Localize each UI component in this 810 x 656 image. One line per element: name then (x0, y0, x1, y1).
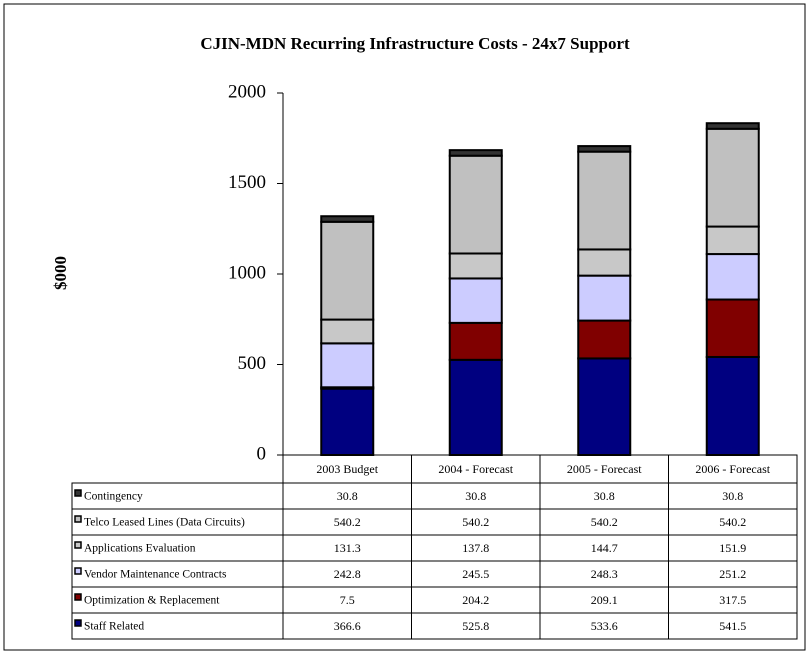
bar-segment (320, 342, 375, 389)
bar-segment (320, 387, 375, 456)
x-tick-label: 2004 - Forecast (438, 462, 513, 476)
table-value: 251.2 (719, 567, 746, 581)
y-axis-label: $000 (51, 256, 70, 290)
table-value: 131.3 (334, 541, 361, 555)
bar-segment (577, 145, 632, 153)
table-value: 30.8 (337, 489, 358, 503)
bar-segment (705, 298, 760, 358)
table-value: 317.5 (719, 593, 746, 607)
table-value: 540.2 (591, 515, 618, 529)
x-tick-label: 2003 Budget (316, 462, 378, 476)
bar-segment (705, 122, 760, 130)
y-tick-label: 500 (238, 353, 267, 374)
legend-swatch (74, 619, 82, 627)
x-tick-label: 2006 - Forecast (695, 462, 770, 476)
y-tick-label: 1000 (228, 262, 266, 283)
table-value: 7.5 (340, 593, 355, 607)
table-value: 525.8 (462, 619, 489, 633)
bar-segment (448, 321, 503, 361)
table-row-border (71, 612, 798, 640)
table-value: 540.2 (719, 515, 746, 529)
bar-segment (577, 150, 632, 251)
table-value: 242.8 (334, 567, 361, 581)
bar-segment (448, 149, 503, 157)
bar-segment (320, 318, 375, 345)
bar-segment (320, 220, 375, 321)
table-value: 541.5 (719, 619, 746, 633)
table-value: 533.6 (591, 619, 618, 633)
table-value: 245.5 (462, 567, 489, 581)
legend-label: Staff Related (84, 621, 144, 633)
bar-segment (577, 274, 632, 322)
legend-label: Optimization & Replacement (84, 595, 220, 607)
table-value: 30.8 (465, 489, 486, 503)
x-tick-label: 2005 - Forecast (567, 462, 642, 476)
y-tick-label: 0 (257, 443, 267, 464)
legend-swatch (74, 515, 82, 523)
y-tick-label: 1500 (228, 172, 266, 193)
table-value: 366.6 (334, 619, 361, 633)
bar-segment (705, 225, 760, 256)
table-value: 30.8 (722, 489, 743, 503)
table-value: 540.2 (334, 515, 361, 529)
table-value: 209.1 (591, 593, 618, 607)
table-value: 137.8 (462, 541, 489, 555)
bar-segment (577, 248, 632, 277)
bar-segment (448, 252, 503, 280)
bar-segment (577, 357, 632, 456)
legend-label: Applications Evaluation (84, 543, 196, 555)
legend-label: Telco Leased Lines (Data Circuits) (84, 517, 245, 529)
legend-swatch (74, 541, 82, 549)
bar-segment (448, 358, 503, 456)
chart-title: CJIN-MDN Recurring Infrastructure Costs … (200, 34, 630, 53)
table-value: 540.2 (462, 515, 489, 529)
bar-segment (448, 277, 503, 324)
bar-segment (705, 253, 760, 301)
table-value: 204.2 (462, 593, 489, 607)
chart-border (3, 3, 806, 651)
bar-segment (705, 355, 760, 456)
table-value: 151.9 (719, 541, 746, 555)
table-value: 30.8 (594, 489, 615, 503)
legend-swatch (74, 567, 82, 575)
table-value: 248.3 (591, 567, 618, 581)
bar-segment (705, 127, 760, 228)
legend-swatch (74, 593, 82, 601)
bar-segment (320, 215, 375, 223)
bar-segment (577, 319, 632, 360)
y-tick-label: 2000 (228, 81, 266, 102)
legend-label: Contingency (84, 491, 143, 503)
bar-segment (448, 154, 503, 255)
legend-label: Vendor Maintenance Contracts (84, 569, 227, 581)
legend-swatch (74, 489, 82, 497)
table-value: 144.7 (591, 541, 618, 555)
